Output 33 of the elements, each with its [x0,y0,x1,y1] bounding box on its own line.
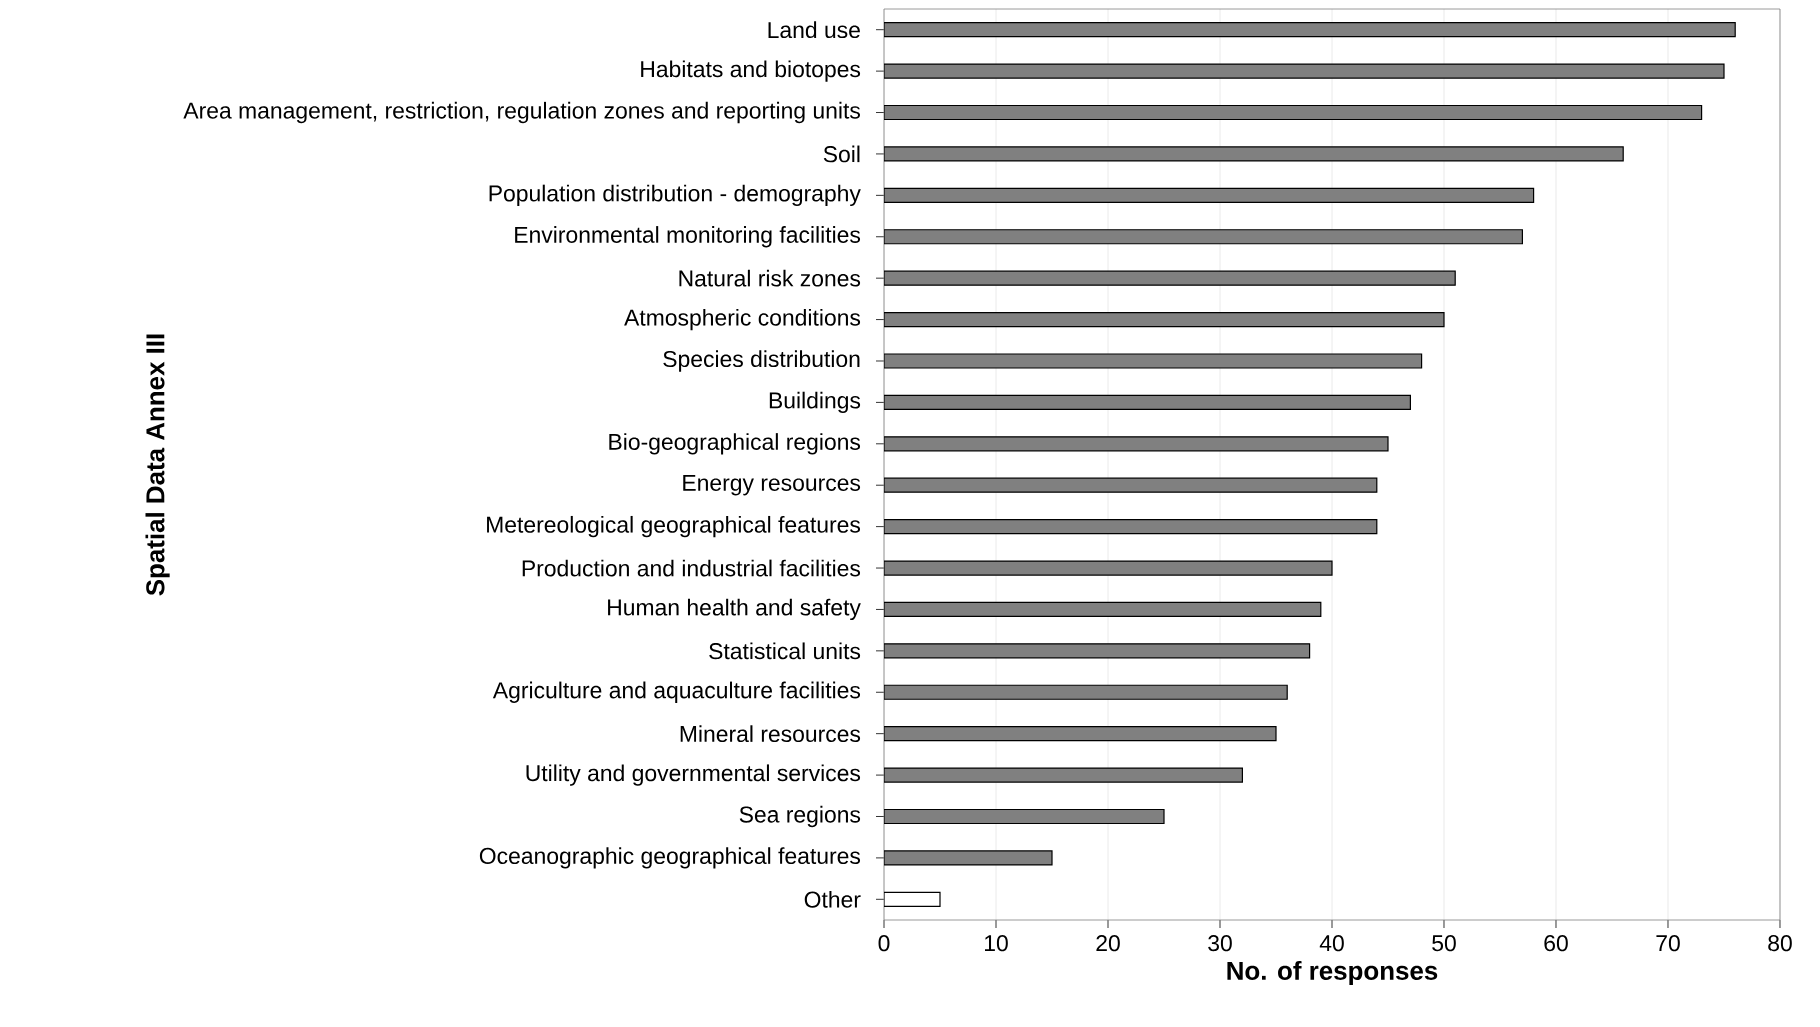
y-tick-label: Buildings [769,391,861,414]
y-tick-label: Sea regions [739,805,861,828]
x-tick-label: 50 [1432,935,1456,952]
x-tick-label: 80 [1768,935,1792,952]
y-tick-label: Soil [823,145,860,163]
y-tick-label: Environmental monitoring facilities [515,226,861,248]
x-tick-label: 40 [1319,935,1344,952]
y-tick-label: Land use [768,21,860,39]
y-tick-label: Mineral resources [680,725,861,743]
y-tick-label: Human health and safety [608,598,861,621]
y-tick-label: Metereological geographical features [487,515,861,538]
x-tick-label: 30 [1208,935,1232,952]
y-tick-label: Oceanographic geographical features [479,847,861,869]
y-tick-label: Species distribution [663,350,860,372]
y-tick-label: Utility and governmental services [526,764,861,786]
x-tick-label: 60 [1544,935,1568,952]
y-tick-label: Area management, restriction, regulation zones and reporting units [183,101,860,124]
y-axis-title: Spatial Data Annex III [145,334,170,596]
y-tick-label: Natural risk zones [679,269,861,287]
y-tick-label: Energy resources [683,474,861,496]
x-tick-label: 0 [878,935,890,952]
y-tick-label: Agriculture and aquaculture facilities [492,681,861,703]
x-tick-label: 70 [1656,935,1680,952]
y-tick-label: Other [804,890,861,908]
y-tick-label: Production and industrial facilities [522,559,861,577]
y-tick-label: Bio-geographical regions [609,433,861,455]
y-tick-label: Atmospheric conditions [624,308,861,331]
x-tick-label: 20 [1096,935,1120,952]
x-axis-title: No. of responses [1227,960,1438,986]
y-tick-label: Statistical units [709,642,861,660]
y-tick-label: Habitats and biotopes [641,60,861,82]
x-tick-label: 10 [985,935,1008,952]
y-tick-label: Population distribution - demography [489,184,861,207]
